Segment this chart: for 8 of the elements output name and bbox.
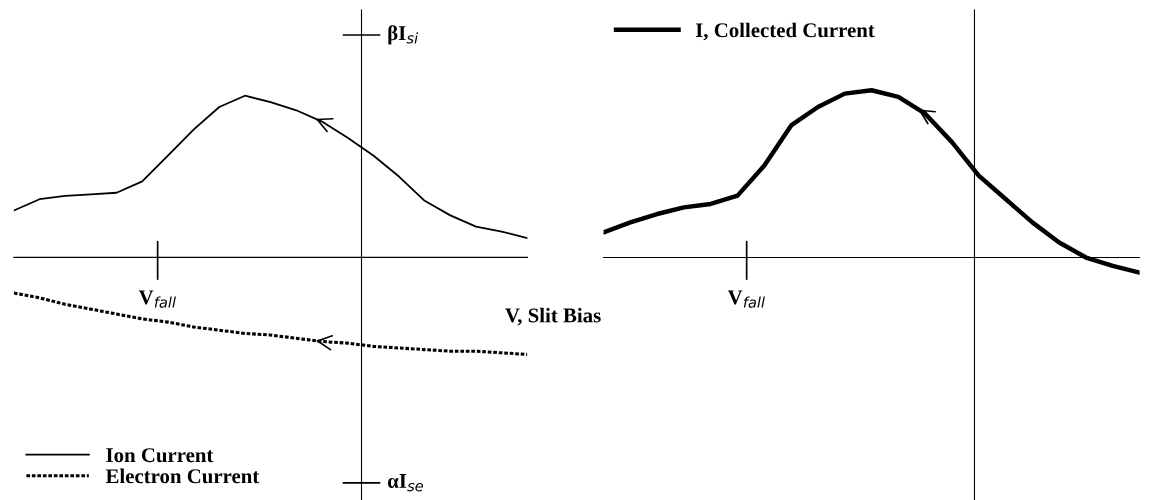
annotation: V$_{fall}$ <box>138 290 176 308</box>
legend-label: Electron Current <box>105 468 260 484</box>
text: V$_{fall}$ <box>727 290 765 308</box>
text: βI$_{si}$ <box>388 25 419 45</box>
legend-label: Ion Current <box>106 448 214 463</box>
x-axis-title: V, Slit Bias <box>505 307 601 326</box>
legend-label: I, Collected Current <box>695 22 875 41</box>
text: αI$_{se}$ <box>387 474 424 492</box>
